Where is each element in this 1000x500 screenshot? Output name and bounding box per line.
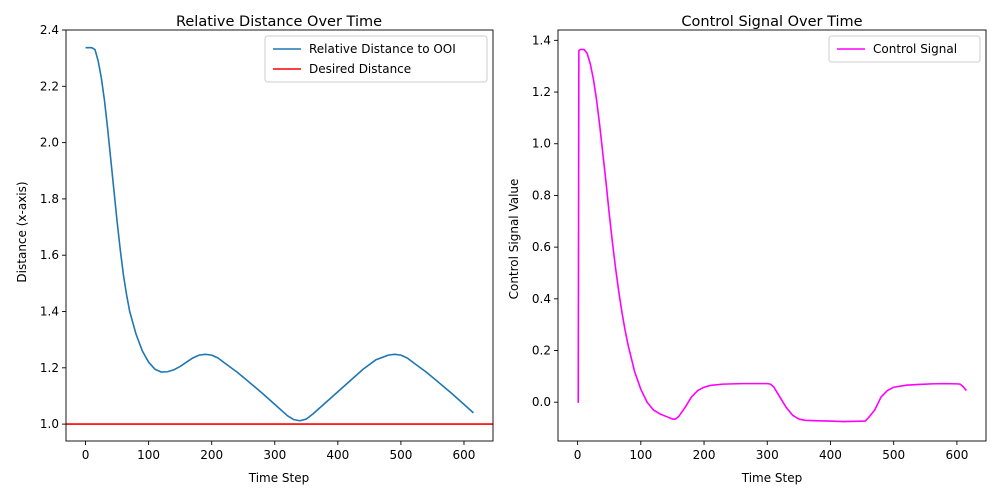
legend: Control Signal bbox=[828, 35, 981, 63]
x-tick-label: 500 bbox=[882, 448, 905, 462]
y-tick-label: 2.2 bbox=[40, 79, 59, 93]
x-tick-label: 200 bbox=[693, 448, 716, 462]
y-tick-label: 1.0 bbox=[532, 137, 551, 151]
x-axis-title: Time Step bbox=[248, 471, 310, 485]
x-tick-label: 400 bbox=[326, 448, 349, 462]
series-line-0 bbox=[577, 48, 968, 423]
legend-label: Relative Distance to OOI bbox=[309, 42, 456, 56]
x-tick-label: 200 bbox=[200, 448, 223, 462]
y-tick-label: 0.8 bbox=[532, 188, 551, 202]
y-tick-label: 1.2 bbox=[532, 85, 551, 99]
plot-area: 0 100 200 300 400 500 600 1.0 1.2 1.4 1.6 1.8 2.0 2.2… bbox=[40, 23, 494, 462]
chart-title: Control Signal Over Time bbox=[681, 14, 862, 30]
y-tick-label: 1.4 bbox=[40, 305, 59, 319]
legend-label: Desired Distance bbox=[309, 62, 411, 76]
y-tick-label: 2.0 bbox=[40, 136, 59, 150]
y-tick-label: 1.0 bbox=[40, 417, 59, 431]
x-axis-title: Time Step bbox=[741, 471, 803, 485]
x-tick-label: 500 bbox=[389, 448, 412, 462]
y-tick-label: 1.6 bbox=[40, 248, 59, 262]
y-tick-label: 1.2 bbox=[40, 361, 59, 375]
y-axis-title: Distance (x-axis) bbox=[15, 181, 29, 282]
plot-area: 0 100 200 300 400 500 600 0.0 0.2 0.4 0.6 0.8 1.0 1.2… bbox=[532, 29, 987, 462]
series-group bbox=[66, 46, 493, 425]
series-group bbox=[577, 48, 968, 423]
y-tick-label: 1.8 bbox=[40, 192, 59, 206]
y-tick-label: 2.4 bbox=[40, 23, 59, 37]
y-tick-label: 0.0 bbox=[532, 395, 551, 409]
x-tick-label: 400 bbox=[819, 448, 842, 462]
x-tick-label: 100 bbox=[137, 448, 160, 462]
x-tick-label: 0 bbox=[574, 448, 582, 462]
x-tick-label: 300 bbox=[263, 448, 286, 462]
legend-label: Control Signal bbox=[873, 42, 957, 56]
control-signal-chart: Control Signal Over Time 0 100 200 300 400 50… bbox=[507, 14, 987, 485]
y-tick-label: 0.6 bbox=[532, 240, 551, 254]
x-tick-label: 100 bbox=[629, 448, 652, 462]
chart-title: Relative Distance Over Time bbox=[176, 14, 382, 30]
relative-distance-chart: Relative Distance Over Time 0 100 200 300 40… bbox=[15, 14, 494, 485]
axes-frame bbox=[65, 29, 494, 442]
x-tick-label: 0 bbox=[82, 448, 90, 462]
y-tick-label: 0.4 bbox=[532, 292, 551, 306]
y-axis-title: Control Signal Value bbox=[507, 179, 521, 300]
legend: Relative Distance to OOI Desired Distance bbox=[264, 35, 488, 83]
series-line-0 bbox=[85, 46, 474, 422]
y-tick-label: 1.4 bbox=[532, 33, 551, 47]
x-tick-label: 600 bbox=[945, 448, 968, 462]
x-tick-label: 300 bbox=[756, 448, 779, 462]
legend-box bbox=[264, 35, 488, 83]
y-tick-label: 0.2 bbox=[532, 344, 551, 358]
axes-frame bbox=[557, 29, 987, 442]
x-tick-label: 600 bbox=[453, 448, 476, 462]
legend-box bbox=[828, 35, 981, 63]
